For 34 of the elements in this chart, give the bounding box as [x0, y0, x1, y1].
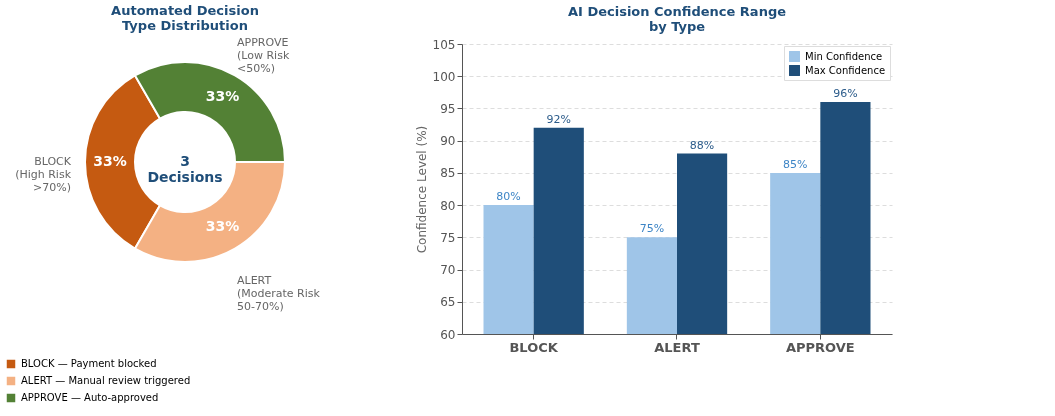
- y-tick-label: 65: [440, 295, 456, 310]
- text: ALERT (Moderate Risk 50-70%): [237, 273, 321, 313]
- y-tick-label: 70: [440, 263, 456, 278]
- data-label: 88%: [689, 138, 715, 152]
- text: 3 Decisions: [147, 153, 223, 185]
- x-tick-label: ALERT: [654, 339, 700, 355]
- legend-label: APPROVE — Auto-approved: [21, 392, 159, 403]
- y-tick-label: 95: [440, 101, 456, 116]
- x-tick-label: BLOCK: [509, 339, 559, 355]
- data-label: 33%: [205, 88, 240, 105]
- text: APPROVE (Low Risk <50%): [237, 36, 290, 76]
- data-label: 92%: [546, 112, 571, 126]
- data-label: 85%: [783, 157, 808, 171]
- text: BLOCK (High Risk >70%): [15, 155, 72, 194]
- chart-title: AI Decision Confidence Range by Type: [567, 4, 787, 34]
- chart-title: Automated Decision Type Distribution: [111, 3, 259, 34]
- data-label: 75%: [639, 222, 665, 236]
- data-label: 33%: [93, 153, 127, 169]
- y-tick-label: 85: [440, 166, 456, 181]
- y-tick-label: 90: [440, 134, 456, 149]
- legend-label: Min Confidence: [805, 50, 883, 62]
- data-label: 80%: [496, 190, 521, 204]
- y-axis-title: Confidence Level (%): [414, 125, 429, 254]
- data-label: 33%: [205, 217, 240, 234]
- y-tick-label: 75: [440, 230, 456, 245]
- y-tick-label: 100: [432, 69, 456, 84]
- x-tick-label: APPROVE: [785, 339, 855, 355]
- legend-label: ALERT — Manual review triggered: [21, 375, 191, 386]
- y-tick-label: 60: [440, 327, 456, 342]
- legend-label: BLOCK — Payment blocked: [21, 358, 157, 369]
- y-tick-label: 105: [432, 37, 456, 52]
- data-label: 96%: [833, 87, 858, 100]
- y-tick-label: 80: [440, 198, 456, 213]
- legend-label: Max Confidence: [805, 64, 886, 76]
